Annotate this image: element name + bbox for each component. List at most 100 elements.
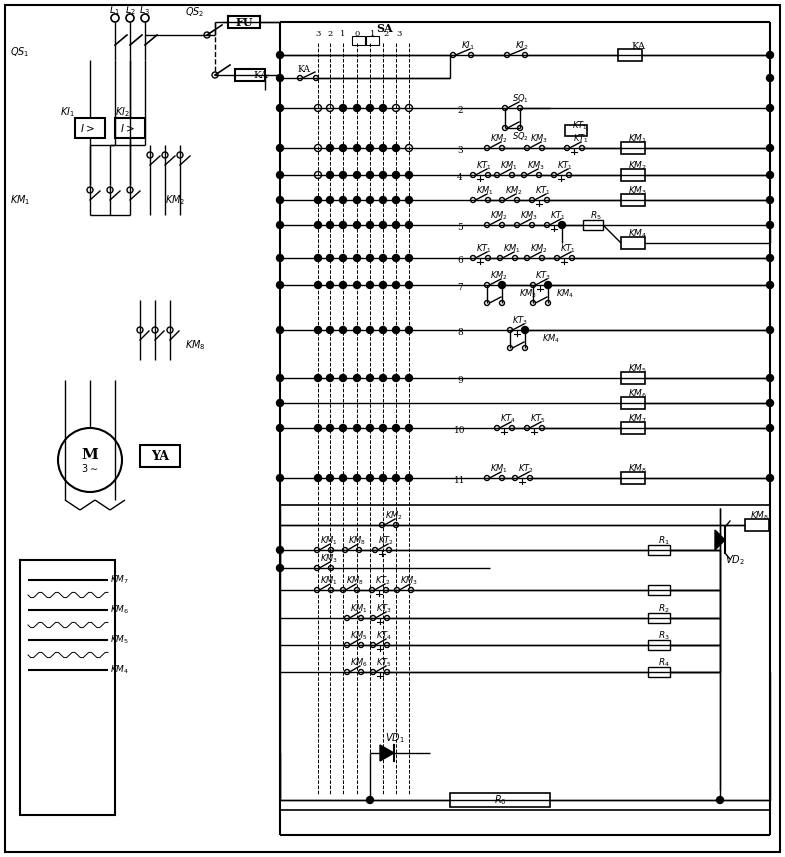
Circle shape (327, 424, 334, 432)
Text: $KI_1$: $KI_1$ (461, 39, 475, 52)
Circle shape (766, 475, 773, 482)
Circle shape (499, 223, 505, 227)
Circle shape (371, 615, 375, 620)
Text: $KM_1$: $KM_1$ (320, 575, 338, 587)
Circle shape (539, 425, 545, 430)
Text: $KM_1$: $KM_1$ (503, 243, 520, 255)
Text: $KM_1$: $KM_1$ (476, 185, 494, 197)
Text: 4: 4 (457, 172, 463, 182)
Text: 5: 5 (457, 223, 463, 231)
Circle shape (470, 255, 476, 261)
Bar (618, 49, 642, 61)
Circle shape (766, 281, 773, 289)
Text: $KM_2$: $KM_2$ (385, 510, 403, 522)
Text: $KM_3$: $KM_3$ (629, 185, 648, 197)
Circle shape (509, 172, 514, 177)
Text: $KT_1$: $KT_1$ (572, 120, 588, 132)
Circle shape (367, 281, 374, 289)
Text: $KT_1$: $KT_1$ (535, 185, 551, 197)
Circle shape (276, 375, 283, 381)
Circle shape (345, 669, 349, 674)
Circle shape (392, 255, 400, 261)
Circle shape (505, 52, 509, 57)
Circle shape (315, 566, 319, 571)
Circle shape (379, 375, 386, 381)
Circle shape (484, 476, 490, 481)
Circle shape (276, 547, 283, 554)
Circle shape (379, 105, 386, 111)
Circle shape (470, 172, 476, 177)
Circle shape (167, 327, 173, 333)
Circle shape (406, 145, 412, 152)
Text: $KM_6$: $KM_6$ (110, 603, 130, 616)
Circle shape (371, 643, 375, 648)
Circle shape (212, 72, 218, 78)
Circle shape (499, 283, 505, 287)
Circle shape (315, 424, 322, 432)
Circle shape (353, 221, 360, 229)
Circle shape (141, 14, 149, 22)
Circle shape (392, 145, 400, 152)
Circle shape (514, 223, 520, 227)
Circle shape (339, 196, 346, 203)
Circle shape (276, 221, 283, 229)
Text: $R_5$: $R_5$ (590, 210, 602, 222)
Circle shape (521, 172, 527, 177)
Circle shape (502, 105, 507, 111)
Circle shape (276, 327, 283, 333)
Text: 8: 8 (457, 327, 463, 337)
Text: $KT_4$: $KT_4$ (500, 413, 516, 425)
Text: $KM_6$: $KM_6$ (350, 656, 368, 669)
Circle shape (353, 475, 360, 482)
Circle shape (356, 548, 362, 553)
Text: KA: KA (631, 41, 645, 51)
Bar (621, 142, 645, 154)
Circle shape (499, 301, 505, 305)
Text: KA: KA (298, 64, 311, 74)
Circle shape (766, 399, 773, 406)
Text: $KT_1$: $KT_1$ (476, 243, 491, 255)
Text: $KM_2$: $KM_2$ (530, 243, 548, 255)
Circle shape (353, 375, 360, 381)
Circle shape (406, 327, 412, 333)
Circle shape (509, 425, 514, 430)
Circle shape (373, 548, 378, 553)
Circle shape (485, 255, 491, 261)
Circle shape (392, 171, 400, 178)
Circle shape (379, 327, 386, 333)
Circle shape (58, 428, 122, 492)
Circle shape (276, 171, 283, 178)
Bar (75, 118, 105, 138)
Text: $KM_4$: $KM_4$ (110, 664, 130, 676)
Circle shape (564, 146, 569, 151)
Text: $KM_3$: $KM_3$ (527, 159, 545, 172)
Text: $L_2$: $L_2$ (125, 3, 136, 17)
Circle shape (359, 615, 363, 620)
Circle shape (554, 255, 560, 261)
Circle shape (484, 146, 490, 151)
Circle shape (766, 375, 773, 381)
Circle shape (367, 221, 374, 229)
Circle shape (371, 669, 375, 674)
Circle shape (111, 14, 119, 22)
Circle shape (523, 327, 528, 333)
Circle shape (339, 281, 346, 289)
Circle shape (315, 588, 319, 592)
Circle shape (528, 476, 532, 481)
Circle shape (367, 796, 374, 804)
Bar (352, 36, 365, 45)
Text: 6: 6 (457, 255, 463, 265)
Circle shape (152, 327, 158, 333)
Circle shape (766, 75, 773, 81)
Text: $KM_2$: $KM_2$ (505, 185, 523, 197)
Circle shape (408, 588, 414, 592)
Text: $KM_2$: $KM_2$ (629, 159, 648, 172)
Circle shape (502, 125, 507, 130)
Circle shape (379, 221, 386, 229)
Circle shape (137, 327, 143, 333)
Circle shape (339, 171, 346, 178)
Circle shape (327, 171, 334, 178)
Circle shape (484, 223, 490, 227)
Text: $KM_2$: $KM_2$ (490, 133, 508, 145)
Text: 11: 11 (455, 476, 466, 484)
